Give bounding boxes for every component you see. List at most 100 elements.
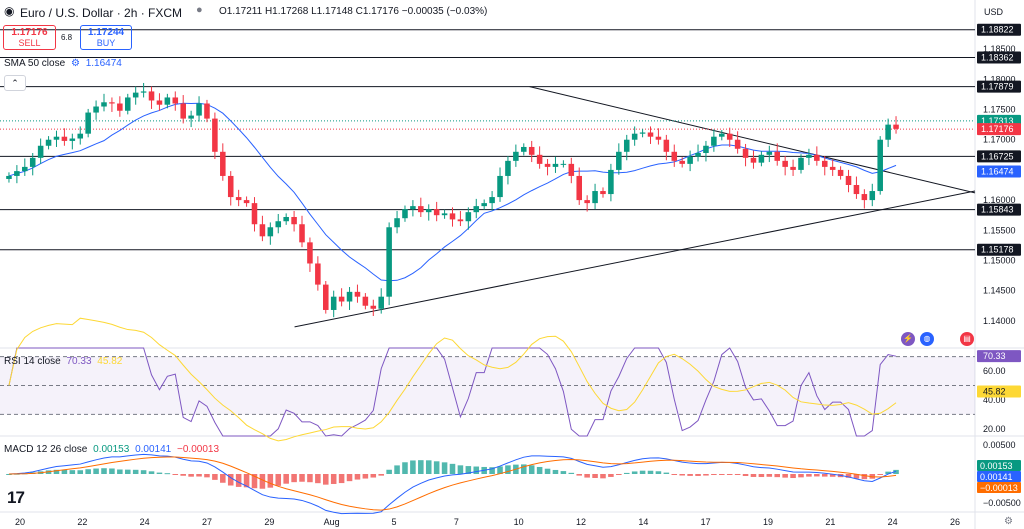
candle-body	[584, 200, 590, 204]
macd-line	[8, 453, 897, 515]
macd-histogram-bar	[726, 474, 733, 475]
macd-histogram-bar	[457, 465, 464, 474]
macd-tick-label: 0.00500	[983, 440, 1016, 450]
price-tag-label: 1.17176	[981, 124, 1014, 134]
sma-value: 1.16474	[85, 58, 122, 69]
candle-body	[117, 103, 123, 111]
time-tick-label: 14	[638, 517, 648, 527]
macd-histogram-bar	[536, 466, 543, 474]
price-tag	[977, 165, 1021, 178]
candle-body	[275, 221, 282, 228]
candle-body	[109, 102, 115, 104]
buy-button[interactable]: 1.17244 BUY	[80, 25, 132, 50]
ohlc-readout: O1.17211 H1.17268 L1.17148 C1.17176 −0.0…	[219, 6, 488, 17]
lightning-icon[interactable]: ⚡	[901, 332, 915, 346]
macd-histogram-bar	[663, 472, 670, 474]
level-price-tag	[977, 23, 1021, 36]
trendline	[529, 86, 976, 194]
macd-histogram-bar	[101, 468, 107, 474]
globe-icon[interactable]: ◍	[920, 332, 934, 346]
level-price-tag-label: 1.16725	[981, 151, 1014, 161]
macd-histogram-bar	[465, 466, 472, 474]
candle-body	[323, 284, 329, 310]
flag-icon: ◉	[4, 4, 15, 18]
candle-body	[235, 197, 242, 201]
candle-body	[631, 133, 638, 140]
spread-value: 6.8	[61, 33, 73, 42]
macd-histogram-bar	[528, 465, 535, 474]
candle-body	[790, 166, 796, 170]
macd-histogram-bar	[117, 469, 123, 474]
candle-body	[528, 146, 535, 155]
rsi-value-tag	[977, 350, 1021, 363]
candle-body	[45, 139, 52, 146]
us-flag-icon[interactable]: ▤	[960, 332, 974, 346]
candle-body	[505, 160, 511, 176]
collapse-legend-button[interactable]: ⌃	[4, 75, 26, 91]
macd-histogram-bar	[235, 474, 242, 487]
macd-histogram-bar	[671, 474, 678, 475]
candle-body	[441, 213, 448, 216]
macd-histogram-bar	[275, 474, 282, 486]
rsi-ma-tag-label: 45.82	[983, 387, 1006, 397]
time-tick-label: Aug	[324, 517, 340, 527]
candle-body	[291, 216, 297, 225]
macd-histogram-bar	[188, 474, 194, 477]
macd-histogram-bar	[140, 470, 147, 474]
candle-body	[679, 160, 685, 164]
macd-tick-label: −0.00500	[983, 498, 1021, 508]
macd-histogram-bar	[750, 474, 757, 477]
candle-body	[742, 148, 749, 158]
macd-legend[interactable]: MACD 12 26 close 0.00153 0.00141 −0.0001…	[4, 444, 219, 455]
macd-histogram-bar	[639, 470, 646, 474]
candle-body	[837, 169, 844, 176]
candle-body	[164, 97, 171, 105]
candle-body	[29, 157, 36, 167]
candle-body	[6, 175, 12, 179]
candle-body	[101, 102, 107, 107]
chevron-up-icon: ⌃	[11, 78, 19, 88]
signal-value: 0.00141	[135, 444, 172, 455]
time-tick-label: 17	[701, 517, 711, 527]
candle-body	[132, 92, 139, 98]
price-tick-label: 1.14500	[983, 286, 1016, 296]
sell-button[interactable]: 1.17176 SELL	[3, 25, 56, 50]
time-tick-label: 10	[514, 517, 524, 527]
candle-body	[283, 216, 289, 222]
candle-body	[489, 197, 495, 204]
level-price-tag-label: 1.15178	[981, 245, 1014, 255]
candle-body	[251, 203, 258, 225]
candle-body	[140, 91, 147, 93]
candle-body	[616, 151, 622, 170]
macd-histogram-bar	[425, 460, 432, 474]
macd-histogram-bar	[861, 474, 868, 480]
candle-body	[196, 103, 202, 116]
candle-body	[592, 191, 598, 204]
candle-body	[362, 296, 369, 306]
rsi-legend[interactable]: RSI 14 close 70.33 45.82	[4, 356, 122, 367]
macd-histogram-bar	[608, 474, 614, 477]
buy-label: BUY	[96, 38, 116, 48]
candle-body	[449, 213, 456, 220]
candle-body	[394, 218, 400, 228]
level-price-tag	[977, 150, 1021, 163]
candle-body	[798, 157, 804, 170]
macd-histogram-bar	[885, 471, 891, 474]
price-tick-label: 1.15000	[983, 255, 1016, 265]
settings-icon[interactable]: ⚙	[70, 58, 80, 69]
rsi-ma-tag	[977, 385, 1021, 398]
macd-histogram-bar	[449, 463, 456, 474]
sma-legend[interactable]: SMA 50 close ⚙ 1.16474	[4, 58, 122, 69]
candle-body	[37, 145, 44, 158]
candle-body	[156, 100, 163, 105]
settings-gear-icon[interactable]: ⚙	[1004, 516, 1013, 527]
macd-histogram-bar	[766, 474, 773, 477]
hist-value: −0.00013	[177, 444, 220, 455]
macd-histogram-bar	[695, 474, 701, 476]
time-tick-label: 7	[454, 517, 459, 527]
price-tick-label: 1.14000	[983, 316, 1016, 326]
symbol-title[interactable]: Euro / U.S. Dollar · 2h · FXCM	[20, 6, 183, 20]
macd-histogram-bar	[845, 474, 852, 478]
macd-histogram-bar	[227, 474, 234, 486]
